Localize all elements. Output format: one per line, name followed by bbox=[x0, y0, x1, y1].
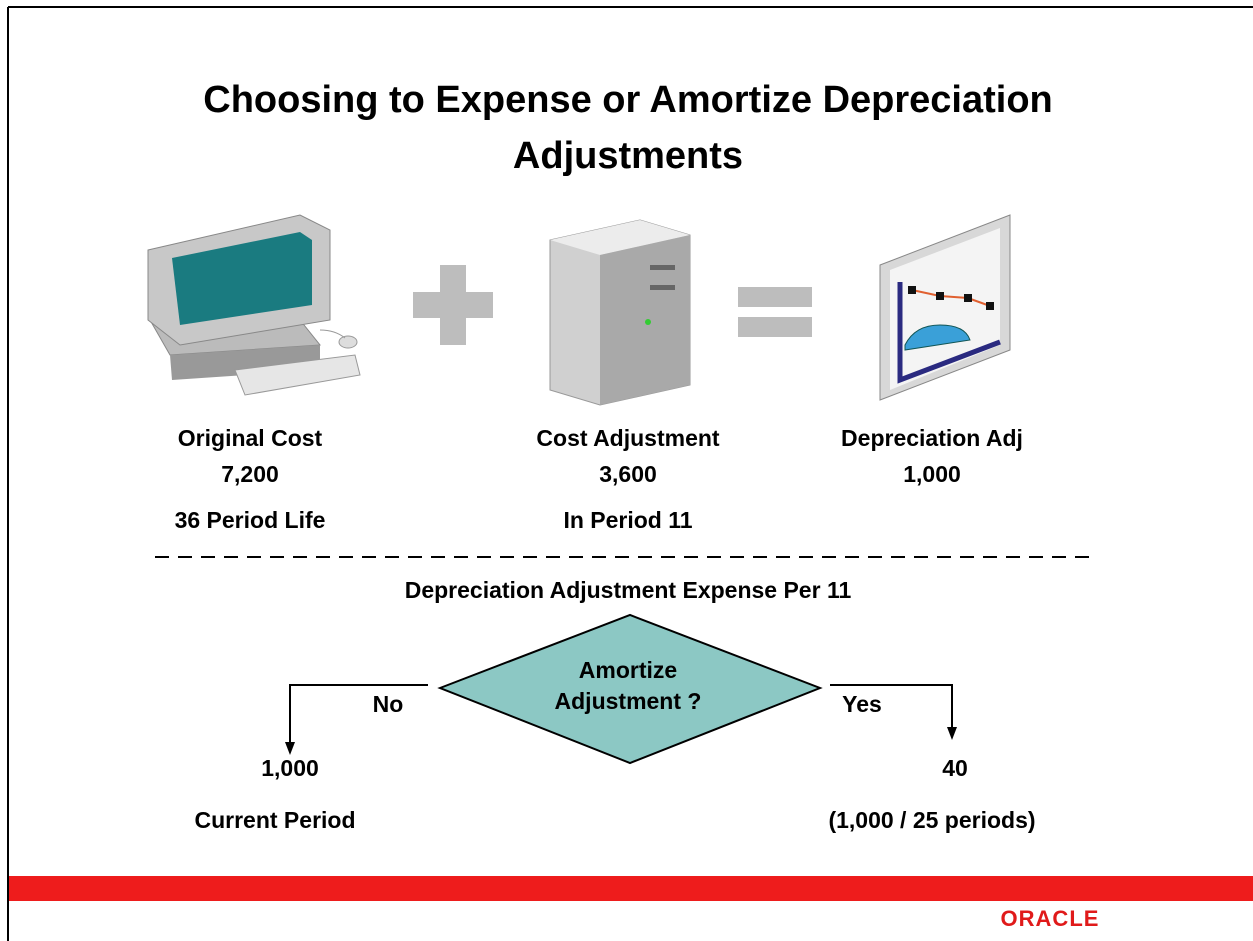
arrowhead bbox=[285, 742, 295, 755]
item-label: Cost Adjustment bbox=[536, 425, 719, 451]
branch-value: 40 bbox=[942, 755, 968, 781]
decision-text: Amortize bbox=[579, 657, 677, 683]
item-value: 1,000 bbox=[903, 461, 961, 487]
arrowhead bbox=[947, 727, 957, 740]
equals-sign bbox=[738, 287, 812, 337]
footer-bar bbox=[9, 876, 1253, 901]
branch-note: (1,000 / 25 periods) bbox=[828, 807, 1035, 833]
chart-icon bbox=[880, 215, 1010, 400]
title-line: Choosing to Expense or Amortize Deprecia… bbox=[203, 79, 1053, 121]
computer-icon bbox=[148, 215, 360, 395]
branch-label: Yes bbox=[842, 691, 882, 717]
item-label: Depreciation Adj bbox=[841, 425, 1023, 451]
server-icon bbox=[550, 220, 690, 405]
item-note: In Period 11 bbox=[563, 507, 692, 533]
oracle-logo: ORACLE bbox=[1001, 906, 1100, 931]
branch-label: No bbox=[373, 691, 404, 717]
item-note: 36 Period Life bbox=[175, 507, 326, 533]
decision-text: Adjustment ? bbox=[555, 688, 702, 714]
item-label: Original Cost bbox=[178, 425, 323, 451]
item-value: 3,600 bbox=[599, 461, 657, 487]
item-value: 7,200 bbox=[221, 461, 279, 487]
slide: Choosing to Expense or Amortize Deprecia… bbox=[0, 0, 1253, 941]
title-line: Adjustments bbox=[513, 135, 743, 177]
branch-value: 1,000 bbox=[261, 755, 319, 781]
section-title: Depreciation Adjustment Expense Per 11 bbox=[405, 577, 852, 603]
plus-sign bbox=[413, 265, 493, 345]
branch-note: Current Period bbox=[194, 807, 355, 833]
